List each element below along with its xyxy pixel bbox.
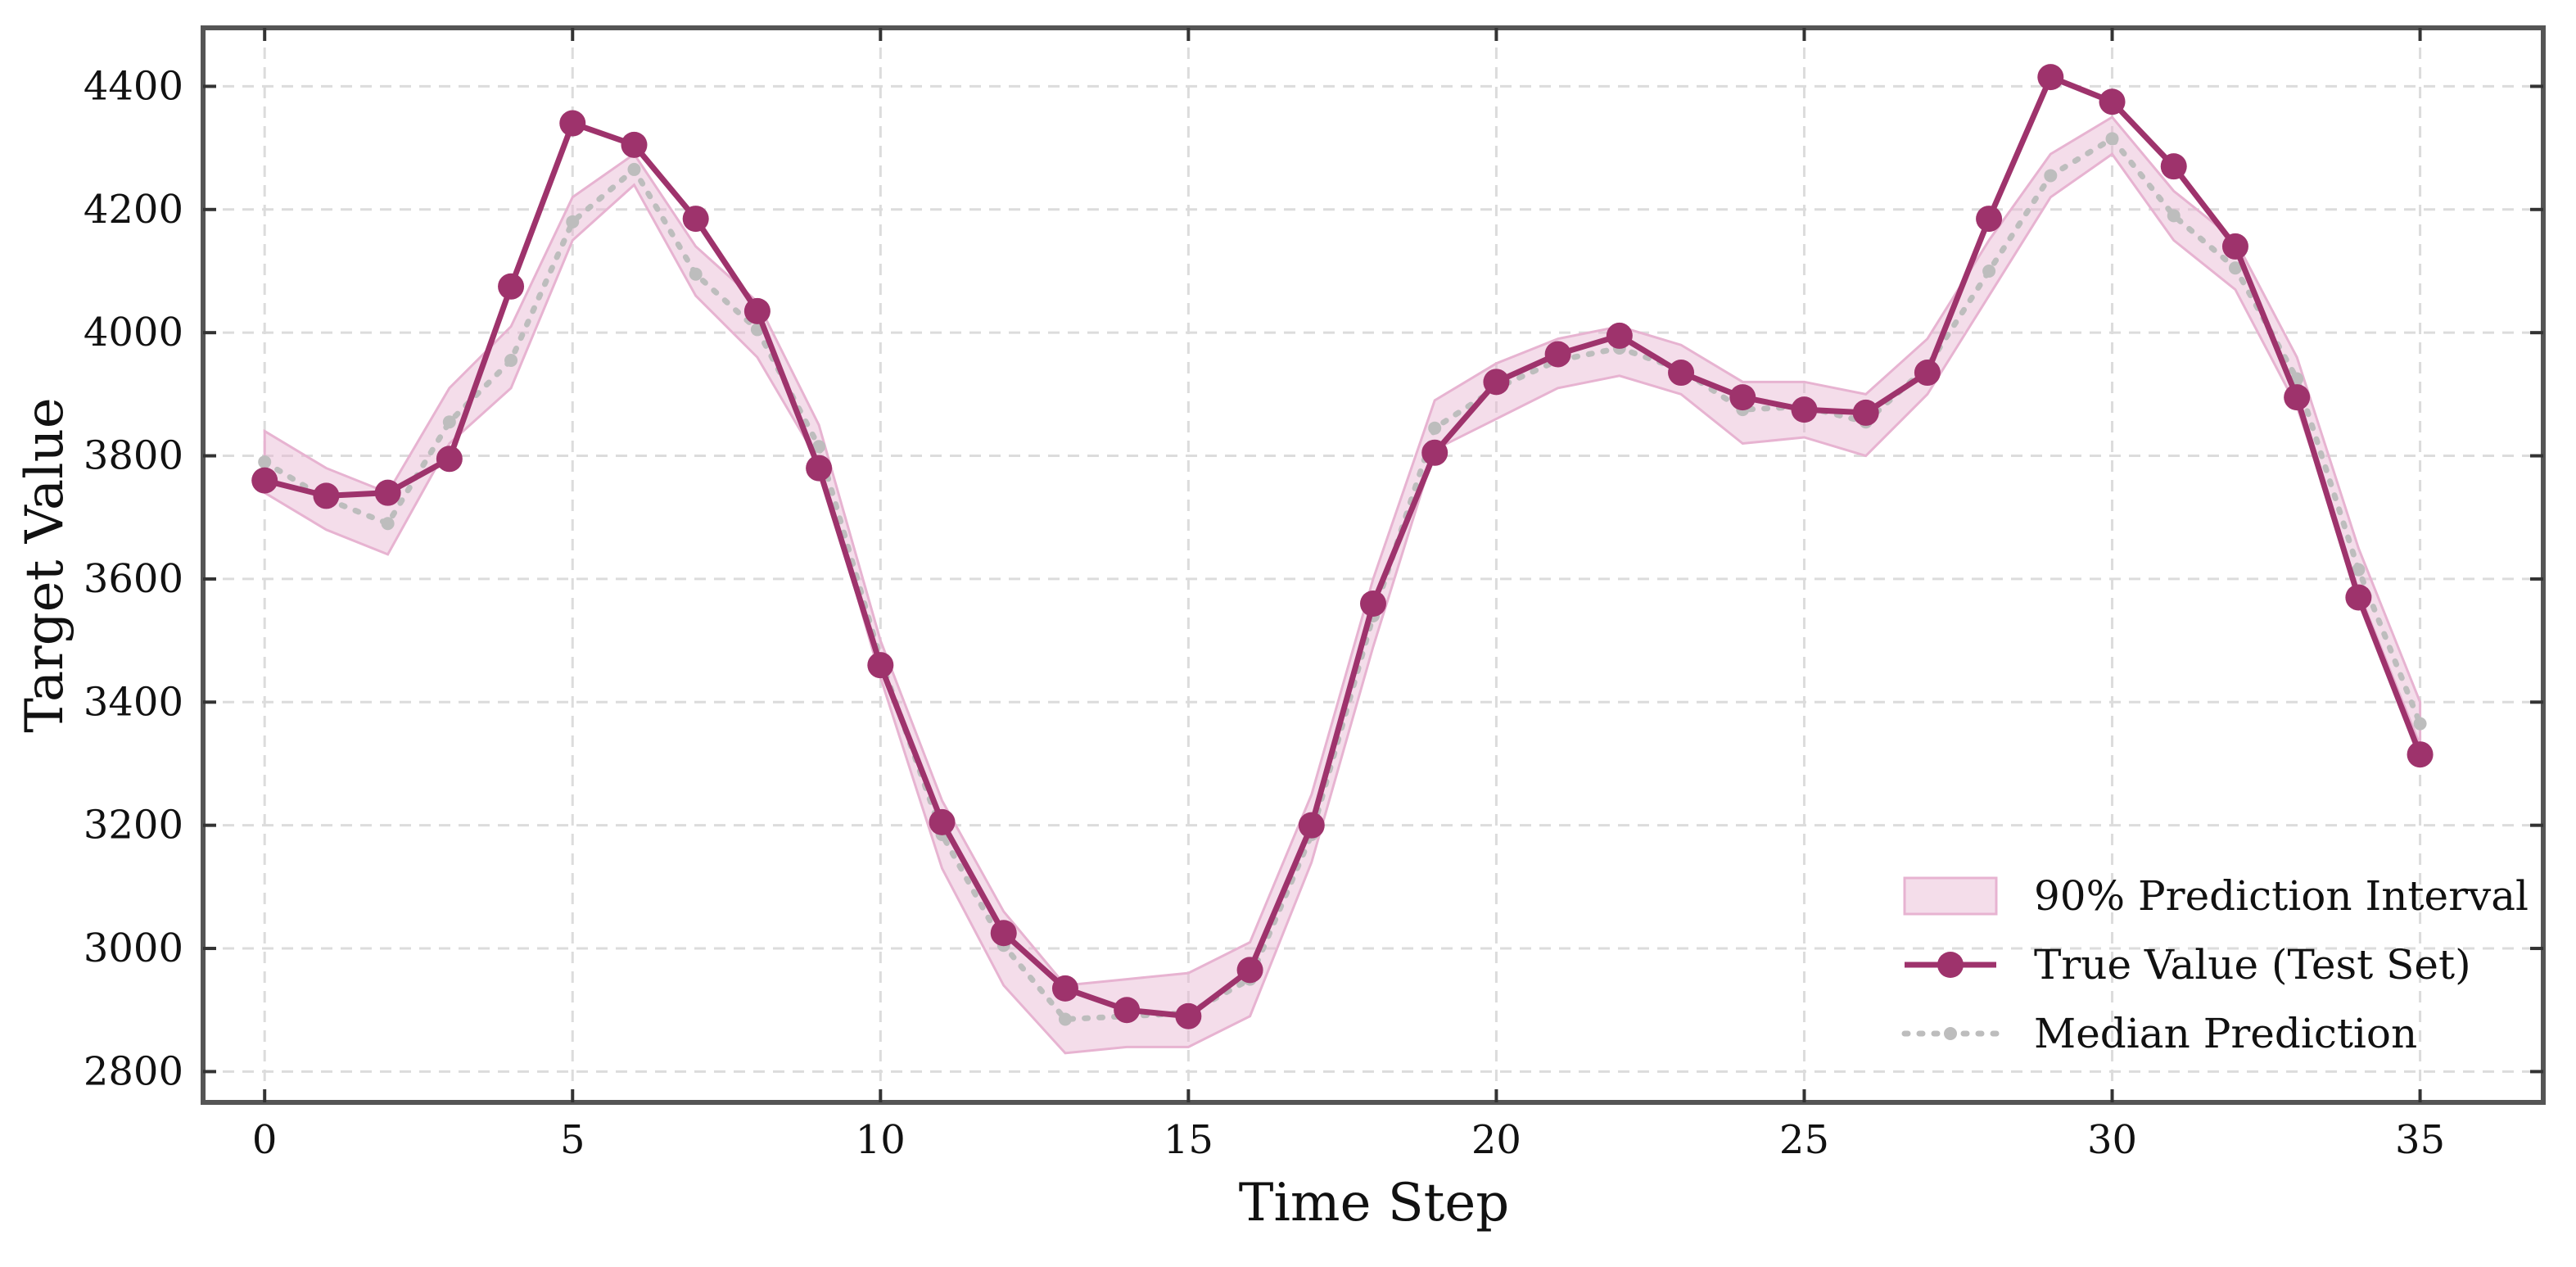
median-prediction-line (261, 134, 2424, 1023)
true-value-point (374, 479, 401, 506)
true-value-point (682, 206, 709, 233)
true-value-point (1729, 384, 1756, 411)
median-prediction-point (1428, 421, 1442, 435)
y-tick-label: 2800 (84, 1048, 183, 1094)
median-prediction-point (442, 415, 456, 429)
true-value-point (867, 652, 894, 679)
true-value-point (1051, 975, 1078, 1002)
median-prediction-point (2413, 717, 2427, 731)
median-prediction-point (812, 440, 826, 454)
true-value-point (621, 131, 648, 158)
median-prediction-point (2352, 563, 2366, 577)
y-tick-label: 4400 (84, 63, 183, 109)
axes: 0 5 10 15 20 25 30 35 2800 3000 3200 3400 3600 3800 40… (84, 25, 2546, 1163)
y-axis-label: Target Value (15, 397, 75, 732)
median-prediction-point (1982, 264, 1996, 278)
true-value-point (806, 455, 833, 482)
true-value-point (436, 446, 463, 473)
true-value-point (2407, 741, 2434, 768)
true-value-point (1298, 812, 1325, 839)
median-prediction-point (1058, 1012, 1072, 1026)
true-value-point (1606, 322, 1633, 349)
x-axis-label: Time Step (1239, 1173, 1509, 1233)
true-value-point (1976, 206, 2003, 233)
true-value-point (929, 808, 956, 835)
median-prediction-point (2228, 261, 2242, 275)
median-prediction-point (2105, 132, 2119, 146)
y-tick-label: 4000 (84, 310, 183, 355)
y-tick-label: 3400 (84, 679, 183, 725)
plot-frame (201, 25, 2546, 1105)
true-value-point (1421, 439, 1448, 466)
true-value-point (2221, 233, 2248, 260)
x-tick-label: 20 (1471, 1117, 1521, 1163)
true-value-point (1236, 957, 1263, 984)
legend-label-true-value: True Value (Test Set) (2034, 941, 2471, 989)
true-value-point (2099, 88, 2126, 115)
x-tick-label: 30 (2087, 1117, 2137, 1163)
legend: 90% Prediction Interval True Value (Test … (1901, 872, 2529, 1057)
true-value-point (1852, 399, 1879, 426)
median-prediction-point (381, 517, 395, 531)
true-value-layer (251, 64, 2434, 1029)
median-prediction-point (2167, 209, 2181, 223)
y-tick-label: 3200 (84, 803, 183, 848)
median-prediction-point (2044, 169, 2058, 183)
true-value-point (498, 273, 525, 300)
true-value-point (2284, 384, 2311, 411)
median-prediction-point (689, 267, 703, 281)
true-value-point (1914, 360, 1941, 387)
x-tick-label: 5 (560, 1117, 585, 1163)
x-tick-label: 15 (1164, 1117, 1213, 1163)
y-tick-label: 3000 (84, 925, 183, 971)
true-value-point (743, 297, 771, 324)
legend-swatch-median-marker (1944, 1027, 1957, 1040)
median-prediction-point (504, 354, 518, 368)
true-value-point (313, 482, 340, 509)
y-tick-label: 3800 (84, 433, 183, 479)
legend-swatch-true-value-marker (1937, 952, 1964, 978)
y-tick-label: 3600 (84, 556, 183, 602)
true-value-point (559, 110, 586, 137)
x-tick-label: 0 (252, 1117, 278, 1163)
x-tick-label: 10 (856, 1117, 906, 1163)
legend-label-prediction-interval: 90% Prediction Interval (2034, 872, 2529, 920)
true-value-point (1791, 396, 1818, 423)
true-value-point (1175, 1002, 1202, 1029)
true-value-point (1668, 360, 1695, 387)
true-value-point (990, 920, 1017, 947)
median-prediction-point (566, 215, 580, 229)
true-value-point (1544, 341, 1571, 368)
median-prediction-point (258, 455, 272, 469)
true-value-point (2345, 584, 2372, 611)
true-value-point (2160, 153, 2187, 180)
true-value-point (2037, 64, 2064, 91)
x-tick-label: 25 (1779, 1117, 1829, 1163)
median-prediction-point (627, 162, 641, 176)
true-value-point (1114, 997, 1141, 1024)
true-value-point (1483, 369, 1510, 396)
y-tick-label: 4200 (84, 187, 183, 233)
legend-label-median-prediction: Median Prediction (2034, 1010, 2417, 1057)
x-tick-label: 35 (2395, 1117, 2445, 1163)
legend-swatch-prediction-interval (1903, 876, 1998, 916)
true-value-point (251, 467, 278, 494)
true-value-point (1360, 590, 1386, 617)
